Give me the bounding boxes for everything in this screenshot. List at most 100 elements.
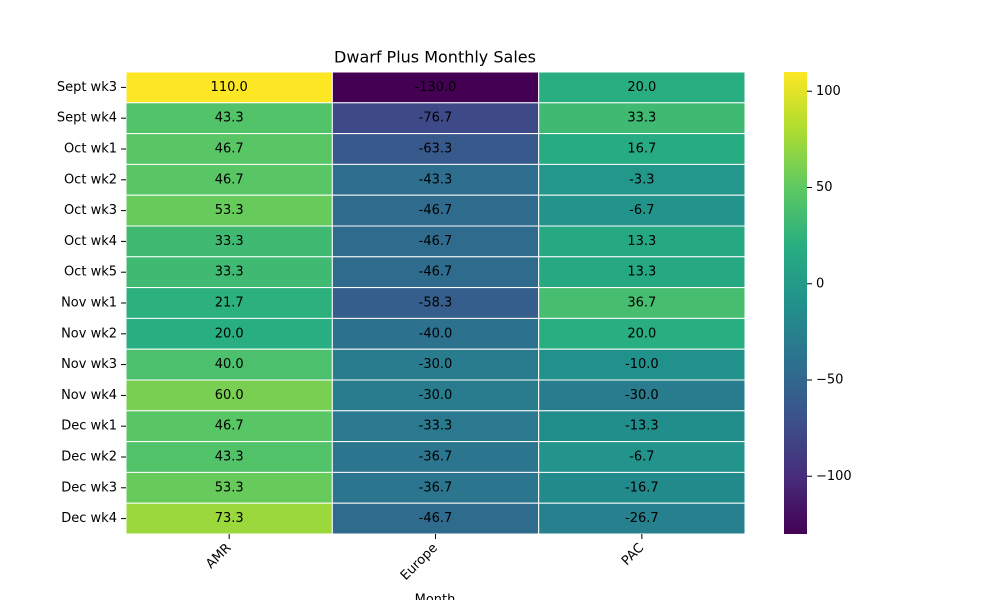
heatmap-cell [125,379,333,412]
heatmap-cell [331,348,540,381]
cell-label: 33.3 [215,234,244,249]
x-tick-label: PAC [619,541,647,569]
cell-label: 20.0 [627,80,656,95]
cell-label: -46.7 [419,265,453,280]
y-tick-label: Oct wk2 [64,172,117,187]
heatmap-cell [125,163,333,196]
y-tick-label: Sept wk3 [57,80,117,95]
cell-label: -16.7 [625,480,659,495]
y-tick-label: Sept wk4 [57,111,117,126]
cell-label: -40.0 [419,326,453,341]
cell-label: 33.3 [627,111,656,126]
cell-label: 60.0 [215,388,244,403]
cell-label: 53.3 [215,480,244,495]
heatmap-cell [331,225,540,258]
heatmap-cell [538,163,746,196]
cell-label: -33.3 [419,419,453,434]
cell-label: 36.7 [627,296,656,311]
heatmap-cell [125,71,333,104]
cell-label: 46.7 [215,172,244,187]
y-tick-label: Nov wk1 [61,296,117,311]
cell-label: -76.7 [419,111,453,126]
heatmap-cell [125,441,333,473]
y-tick-label: Oct wk4 [64,234,117,249]
chart-title: Dwarf Plus Monthly Sales [334,48,536,67]
heatmap-cell [538,379,746,412]
cell-label: -26.7 [625,511,659,526]
heatmap-cell [538,348,746,381]
cell-label: -46.7 [419,234,453,249]
heatmap-cell [331,256,540,289]
heatmap-cell [538,71,746,104]
cell-label: 20.0 [215,326,244,341]
x-tick-label: AMR [203,541,234,572]
y-tick-label: Dec wk3 [61,480,117,495]
cell-label: -36.7 [419,480,453,495]
heatmap-cell [538,502,746,535]
colorbar-tick-label: 100 [816,84,841,99]
cell-label: 110.0 [211,80,248,95]
colorbar-tick-label: −50 [816,373,843,388]
y-tick-label: Nov wk4 [61,388,117,403]
cell-label: 46.7 [215,419,244,434]
heatmap-cell [538,256,746,289]
cell-label: -58.3 [419,296,453,311]
cell-label: 40.0 [215,357,244,372]
y-tick-label: Dec wk1 [61,419,117,434]
cell-label: -10.0 [625,357,659,372]
cell-label: 46.7 [215,142,244,157]
heatmap-cell [125,317,333,350]
cell-label: 53.3 [215,203,244,218]
cell-label: -6.7 [629,203,654,218]
heatmap-cell [331,287,540,319]
cell-label: -30.0 [625,388,659,403]
cell-label: -36.7 [419,450,453,465]
heatmap-cell [331,71,540,104]
heatmap-cell [538,410,746,443]
cell-label: -6.7 [629,450,654,465]
heatmap-cell [538,102,746,135]
cell-label: -130.0 [415,80,457,95]
cell-label: 33.3 [215,265,244,280]
cell-label: 43.3 [215,111,244,126]
cell-label: -43.3 [419,172,453,187]
cell-label: 20.0 [627,326,656,341]
heatmap-cell [125,502,333,535]
heatmap-cell [538,225,746,258]
heatmap-cell [538,441,746,473]
y-tick-label: Dec wk4 [61,511,117,526]
cell-label: -13.3 [625,419,659,434]
cell-label: -30.0 [419,388,453,403]
cell-label: -46.7 [419,203,453,218]
cell-label: 13.3 [627,234,656,249]
cell-label: 21.7 [215,296,244,311]
colorbar [784,72,807,534]
cell-label: 73.3 [215,511,244,526]
heatmap-cell [538,287,746,319]
cell-label: 13.3 [627,265,656,280]
heatmap-cell [125,287,333,319]
heatmap-cell [331,133,540,165]
colorbar-tick-label: −100 [816,469,852,484]
cell-label: 43.3 [215,450,244,465]
heatmap-cell [125,256,333,289]
heatmap-cell [125,471,333,504]
y-tick-label: Oct wk3 [64,203,117,218]
colorbar-tick-label: 0 [816,276,824,291]
heatmap-cell [538,317,746,350]
heatmap-cell [538,471,746,504]
cell-label: 16.7 [627,142,656,157]
heatmap-cell [331,194,540,227]
y-tick-label: Dec wk2 [61,450,117,465]
x-tick-label: Europe [398,541,441,584]
heatmap-cell [125,348,333,381]
cell-label: -63.3 [419,142,453,157]
y-tick-label: Oct wk5 [64,265,117,280]
cell-label: -30.0 [419,357,453,372]
cell-label: -3.3 [629,172,654,187]
cell-label: -46.7 [419,511,453,526]
y-tick-label: Nov wk3 [61,357,117,372]
colorbar-tick-label: 50 [816,180,833,195]
